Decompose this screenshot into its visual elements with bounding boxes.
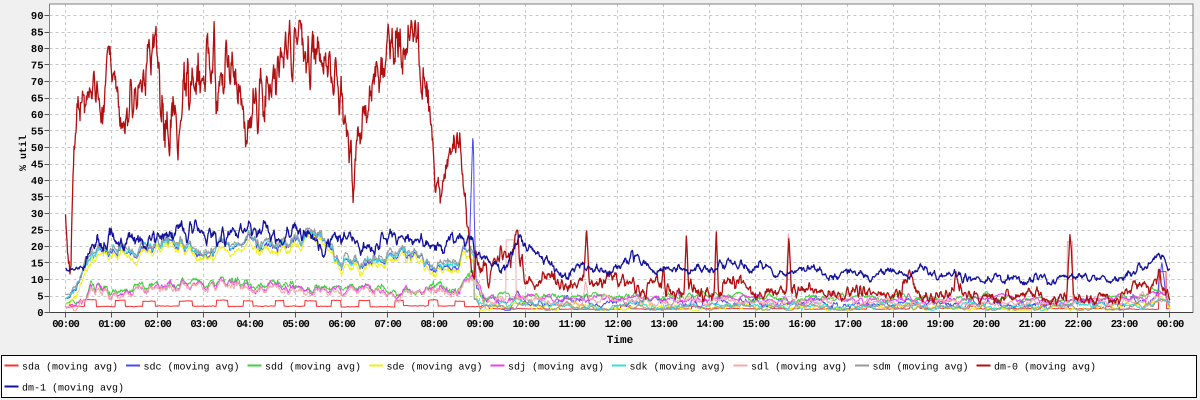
svg-text:15: 15 [31,258,44,270]
svg-text:sdc (moving avg): sdc (moving avg) [144,362,240,374]
svg-text:10: 10 [31,275,44,287]
svg-text:01:00: 01:00 [98,319,125,331]
svg-text:sdj (moving avg): sdj (moving avg) [508,362,604,374]
svg-text:19:00: 19:00 [927,319,954,331]
svg-text:80: 80 [31,44,44,56]
svg-text:55: 55 [31,126,44,138]
svg-text:sda (moving avg): sda (moving avg) [22,362,118,374]
svg-text:20: 20 [31,242,44,254]
svg-text:85: 85 [31,27,44,39]
svg-text:10:00: 10:00 [512,319,539,331]
svg-text:% util: % util [18,135,30,171]
svg-text:60: 60 [31,110,44,122]
svg-text:20:00: 20:00 [973,319,1000,331]
svg-text:dm-1 (moving avg): dm-1 (moving avg) [22,383,124,395]
svg-text:00:00: 00:00 [1157,319,1184,331]
svg-text:sde (moving avg): sde (moving avg) [387,362,483,374]
svg-text:23:00: 23:00 [1111,319,1138,331]
svg-text:04:00: 04:00 [236,319,263,331]
svg-text:13:00: 13:00 [651,319,678,331]
svg-text:sdd (moving avg): sdd (moving avg) [265,362,361,374]
svg-text:70: 70 [31,77,44,89]
svg-text:15:00: 15:00 [743,319,770,331]
svg-text:0: 0 [37,308,43,320]
svg-text:17:00: 17:00 [835,319,862,331]
svg-text:75: 75 [31,60,44,72]
svg-text:00:00: 00:00 [52,319,79,331]
svg-text:18:00: 18:00 [881,319,908,331]
svg-text:21:00: 21:00 [1019,319,1046,331]
svg-text:sdm (moving avg): sdm (moving avg) [873,362,969,374]
svg-text:Time: Time [607,335,634,347]
svg-text:02:00: 02:00 [144,319,171,331]
svg-text:22:00: 22:00 [1065,319,1092,331]
svg-text:5: 5 [37,291,43,303]
svg-text:08:00: 08:00 [420,319,447,331]
svg-text:09:00: 09:00 [466,319,493,331]
svg-text:30: 30 [31,209,44,221]
svg-text:90: 90 [31,11,44,23]
svg-text:12:00: 12:00 [604,319,631,331]
svg-text:06:00: 06:00 [328,319,355,331]
svg-text:sdl (moving avg): sdl (moving avg) [751,362,847,374]
svg-text:45: 45 [31,159,44,171]
svg-text:50: 50 [31,143,44,155]
svg-text:14:00: 14:00 [697,319,724,331]
svg-text:03:00: 03:00 [190,319,217,331]
svg-text:07:00: 07:00 [374,319,401,331]
svg-text:40: 40 [31,176,44,188]
svg-text:16:00: 16:00 [789,319,816,331]
svg-text:11:00: 11:00 [558,319,585,331]
svg-text:sdk (moving avg): sdk (moving avg) [630,362,726,374]
svg-text:65: 65 [31,93,44,105]
svg-text:05:00: 05:00 [282,319,309,331]
svg-text:25: 25 [31,225,44,237]
svg-text:dm-0 (moving avg): dm-0 (moving avg) [994,362,1096,374]
svg-text:35: 35 [31,192,44,204]
